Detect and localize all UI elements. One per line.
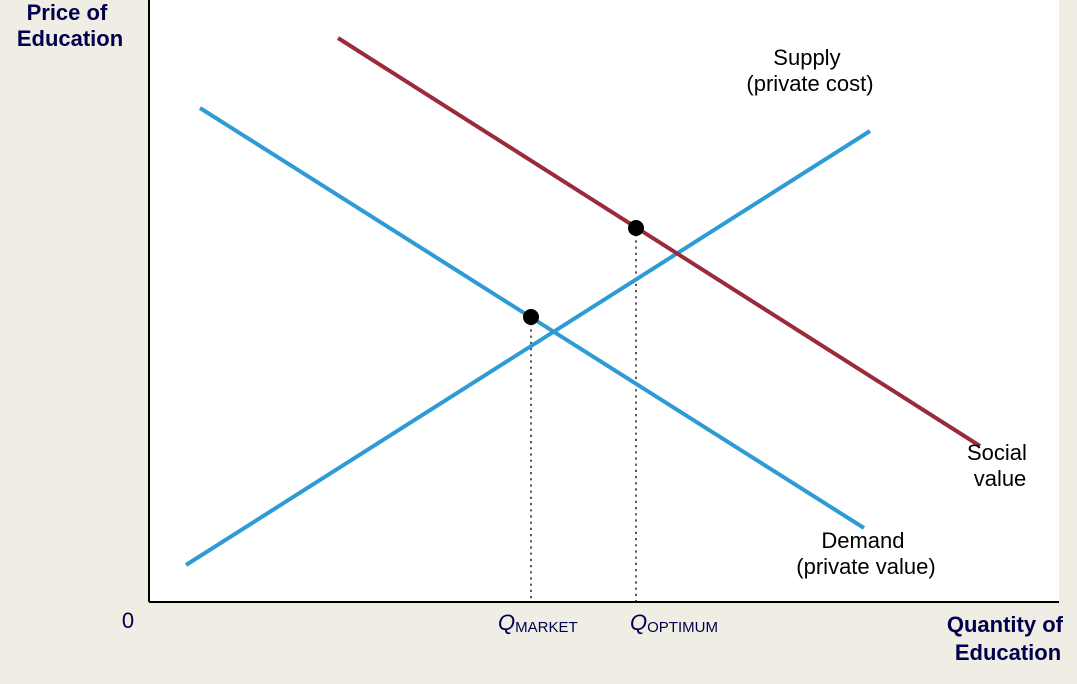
y-axis-label: Price of Education (17, 0, 123, 51)
point-market-equilibrium (523, 309, 539, 325)
social-value-label: Social value (967, 440, 1033, 491)
externality-chart: Price of Education Quantity of Education… (0, 0, 1077, 684)
point-social-optimum (628, 220, 644, 236)
origin-label: 0 (122, 608, 134, 633)
